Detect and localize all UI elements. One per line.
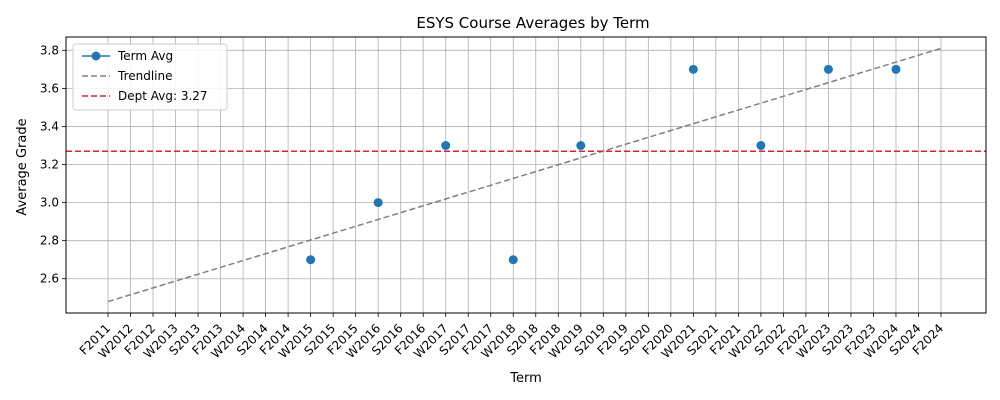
x-axis: F2011W2012F2012W2013S2013F2013W2014S2014…: [77, 313, 946, 361]
y-tick-label: 3.6: [40, 81, 59, 95]
y-tick-label: 2.6: [40, 272, 59, 286]
term-average-point: [576, 140, 586, 150]
term-average-point: [891, 64, 901, 74]
term-average-point: [306, 255, 316, 265]
legend-marker-term-avg: [91, 51, 101, 61]
y-tick-label: 3.2: [40, 158, 59, 172]
y-axis: 2.6 2.8 3.0 3.2 3.4 3.6 3.8: [40, 43, 66, 286]
series-layer: [66, 47, 986, 303]
legend-label: Dept Avg: 3.27: [118, 89, 208, 103]
term-average-point: [756, 140, 766, 150]
y-tick-label: 2.8: [40, 234, 59, 248]
plot-frame: [65, 36, 987, 314]
y-axis-label: Average Grade: [15, 118, 30, 215]
legend-box: [72, 43, 228, 111]
legend-label: Trendline: [117, 69, 173, 83]
trendline: [107, 47, 942, 303]
legend-label: Term Avg: [117, 49, 173, 63]
term-average-point: [823, 64, 833, 74]
y-tick-label: 3.8: [40, 43, 59, 57]
x-axis-label: Term: [509, 371, 542, 386]
y-tick-label: 3.4: [40, 119, 59, 133]
term-average-point: [508, 255, 518, 265]
term-average-point: [688, 64, 698, 74]
y-tick-label: 3.0: [40, 196, 59, 210]
legend: Term Avg Trendline Dept Avg: 3.27: [72, 43, 228, 111]
term-average-point: [441, 140, 451, 150]
term-average-point: [373, 198, 383, 208]
chart-title: ESYS Course Averages by Term: [416, 14, 649, 32]
